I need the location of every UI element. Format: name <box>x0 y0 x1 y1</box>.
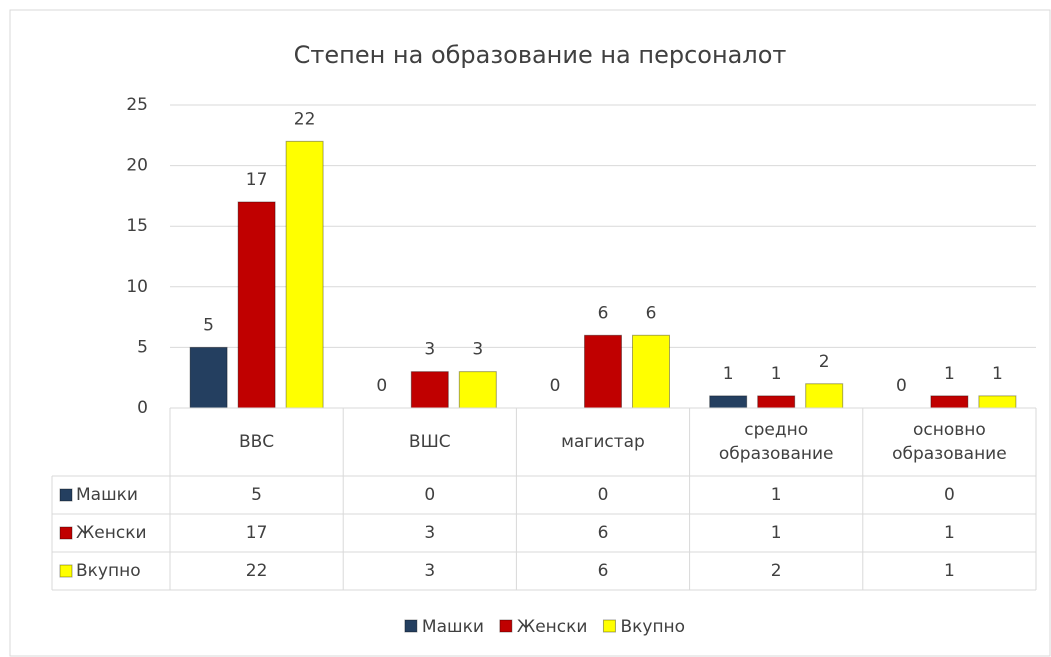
data-label: 1 <box>944 364 955 384</box>
legend: Машки Женски Вкупно <box>404 617 685 637</box>
chart-border <box>9 9 1051 657</box>
table-cell: 1 <box>944 561 955 581</box>
y-tick-label: 15 <box>126 216 148 236</box>
chart-title: Степен на образование на персоналот <box>294 41 787 69</box>
x-tick-label-box: магистар <box>561 432 645 452</box>
legend-label: Вкупно <box>620 617 685 637</box>
y-tick-label: 20 <box>126 156 148 176</box>
table-cell: 0 <box>598 485 609 505</box>
x-tick-label-box: основно образование <box>892 420 1007 464</box>
x-tick-label-box: средно образование <box>718 420 834 464</box>
data-label: 0 <box>376 376 387 396</box>
data-label: 6 <box>598 303 609 323</box>
data-label: 22 <box>294 109 316 129</box>
x-tick-label-box: ВШС <box>408 432 451 452</box>
legend-key <box>602 619 616 633</box>
data-label: 3 <box>472 340 483 360</box>
x-tick-label: ВВС <box>238 432 275 452</box>
table-cell: 6 <box>598 561 609 581</box>
table-cell: 5 <box>251 485 262 505</box>
bar <box>805 383 844 409</box>
table-cell: 0 <box>944 485 955 505</box>
table-cell: 3 <box>424 561 435 581</box>
row-label: Машки <box>76 485 138 505</box>
y-tick-label: 5 <box>137 337 148 357</box>
legend-key <box>59 564 73 578</box>
bar <box>757 395 796 409</box>
legend-key <box>404 619 418 633</box>
bar <box>285 140 324 409</box>
row-label: Женски <box>76 523 147 543</box>
table-cell: 3 <box>424 523 435 543</box>
data-label: 3 <box>424 340 435 360</box>
x-tick-label-box: ВВС <box>238 432 275 452</box>
table-cell: 17 <box>246 523 268 543</box>
legend-label: Женски <box>517 617 588 637</box>
bar <box>978 395 1017 409</box>
x-tick-label: средно образование <box>718 420 834 464</box>
table-cell: 1 <box>944 523 955 543</box>
data-label: 6 <box>646 303 657 323</box>
x-tick-label: магистар <box>561 432 645 452</box>
bar <box>930 395 969 409</box>
y-tick-label: 0 <box>137 398 148 418</box>
bar <box>458 371 497 409</box>
bar <box>410 371 449 409</box>
data-label: 1 <box>992 364 1003 384</box>
table-cell: 1 <box>771 523 782 543</box>
row-label: Вкупно <box>76 561 141 581</box>
bar <box>709 395 748 409</box>
x-tick-label: ВШС <box>408 432 451 452</box>
data-label: 1 <box>723 364 734 384</box>
data-label: 0 <box>550 376 561 396</box>
table-cell: 2 <box>771 561 782 581</box>
data-label: 0 <box>896 376 907 396</box>
legend-key <box>499 619 513 633</box>
bar <box>189 346 228 409</box>
table-cell: 0 <box>424 485 435 505</box>
data-label: 5 <box>203 315 214 335</box>
bar <box>632 334 670 409</box>
legend-key <box>59 526 73 540</box>
legend-label: Машки <box>422 617 484 637</box>
bar <box>584 334 622 409</box>
data-label: 1 <box>771 364 782 384</box>
data-label: 2 <box>819 352 830 372</box>
data-label: 17 <box>246 170 268 190</box>
y-tick-label: 10 <box>126 277 148 297</box>
table-cell: 22 <box>246 561 268 581</box>
y-tick-label: 25 <box>126 95 148 115</box>
table-cell: 6 <box>598 523 609 543</box>
bar <box>237 201 276 409</box>
table-cell: 1 <box>771 485 782 505</box>
legend-key <box>59 488 73 502</box>
x-tick-label: основно образование <box>892 420 1007 464</box>
